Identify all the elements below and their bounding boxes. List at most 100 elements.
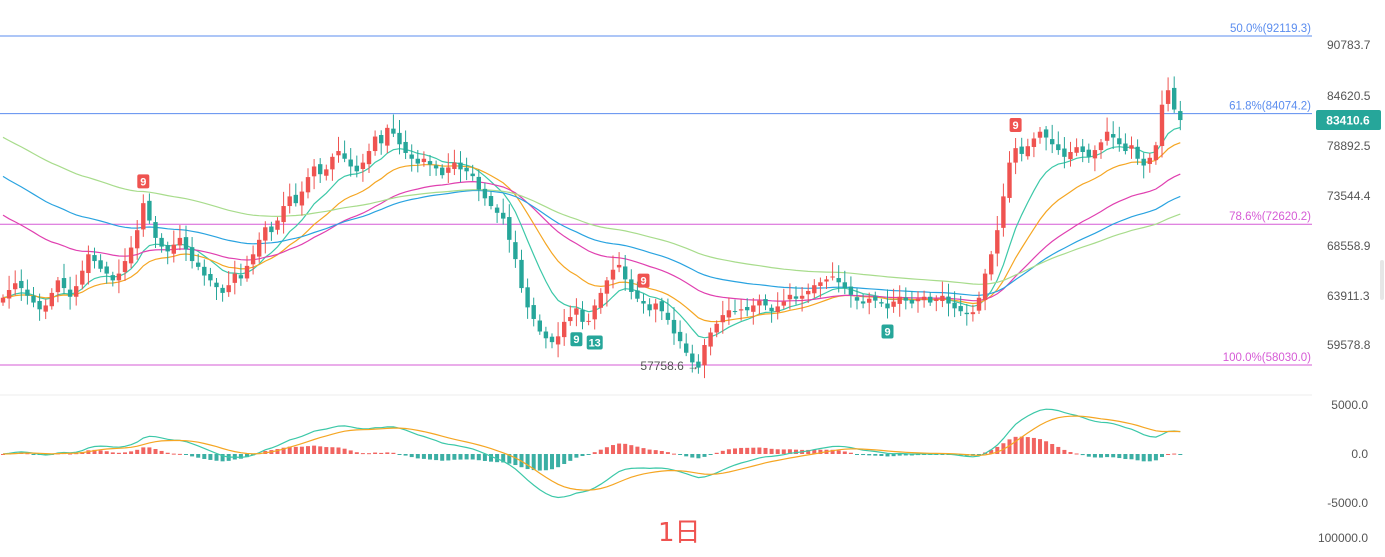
price-axis-tick: 73544.4 [1327,189,1371,203]
candle [31,287,36,308]
macd-histogram-bar [123,452,127,454]
candle [1159,90,1165,158]
macd-histogram-bar [867,454,872,456]
candle [860,293,866,309]
candle [348,148,353,177]
candle [330,153,335,181]
candle [671,307,677,345]
candle [141,194,146,237]
macd-histogram-bar [324,447,329,454]
candle [415,149,420,173]
candle [836,265,841,293]
macd-histogram-bar [68,453,73,455]
macd-histogram-bar [318,446,323,454]
candle [238,263,244,286]
macd-histogram-bar [550,454,554,470]
candle [86,245,91,285]
candle [879,298,884,307]
macd-dif-line [2,408,1181,499]
candlesticks [0,76,1183,379]
macd-histogram-bar [153,449,158,454]
candle [177,225,183,251]
candle [67,276,73,310]
candle [903,287,908,310]
macd-histogram-bar [806,449,811,454]
candle [976,291,982,315]
candle [928,292,933,306]
macd-histogram-bar [580,454,585,457]
macd-histogram-bar [1038,439,1042,454]
candle [1037,127,1043,144]
macd-histogram-bar [1092,454,1097,458]
candle [135,220,140,260]
macd-histogram-bar [330,447,335,454]
macd-histogram-bar [476,454,481,461]
candle [220,284,225,302]
candle [732,299,738,315]
candle [1135,139,1140,165]
candle [153,215,158,249]
macd-histogram-bar [855,454,859,455]
candle [1147,153,1152,173]
candle [1050,124,1055,154]
macd-histogram-bar [367,453,371,455]
candle [183,225,189,261]
macd-histogram-bar [903,454,908,456]
candle [726,297,732,325]
candle [196,253,201,271]
macd-histogram-bar [995,446,1000,454]
candle [366,143,372,173]
macd-histogram-bar [1025,437,1030,454]
candle [385,124,390,154]
macd-axis-tick: -5000.0 [1327,496,1368,510]
macd-histogram-bar [879,454,884,456]
price-scale-scroll-handle[interactable] [1380,260,1384,300]
candle [867,292,872,315]
candle [549,333,555,349]
candle [257,232,262,263]
macd-histogram-bar [885,454,890,457]
candle [873,291,878,309]
candle [964,304,969,326]
current-price-value: 83410.6 [1326,114,1370,128]
candle [653,298,658,323]
candle [74,274,79,306]
macd-histogram-bar [1135,454,1140,461]
macd-histogram-bar [672,453,676,455]
candle [525,278,530,319]
macd-histogram-bar [617,443,622,454]
candle [110,271,115,287]
macd-histogram-bar [446,454,451,461]
candle [775,292,780,320]
macd-histogram-bar [1074,453,1079,455]
macd-histogram-bar [757,447,762,454]
macd-panel [0,394,1312,499]
macd-histogram-bar [989,449,994,454]
macd-histogram-bar [116,452,121,454]
candle [128,236,134,269]
candle [995,215,1000,267]
macd-histogram-bar [104,451,109,454]
macd-histogram-bar [373,452,378,454]
macd-histogram-bar [922,454,927,455]
candle [275,217,280,235]
candle [452,149,457,176]
macd-histogram-bar [739,447,744,454]
candle [854,288,860,310]
macd-histogram-bar [360,453,365,455]
macd-histogram-bar [665,452,670,454]
macd-histogram-bar [909,454,914,456]
macd-histogram-bar [781,449,786,454]
macd-histogram-bar [135,449,140,454]
candle [80,260,85,290]
price-axis-tick: 90783.7 [1327,38,1371,52]
candle [1013,138,1018,175]
candle [104,261,109,284]
candle [1062,137,1067,169]
macd-histogram-bar [293,446,298,454]
candle [6,275,12,309]
candle [263,221,268,254]
candle [629,269,634,300]
macd-histogram-bar [336,447,341,454]
